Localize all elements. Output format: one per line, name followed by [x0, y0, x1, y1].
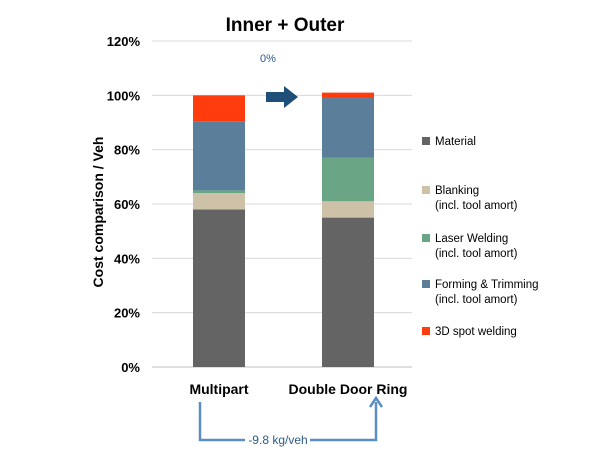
- x-tick-labels: Multipart Double Door Ring: [189, 381, 407, 397]
- legend-swatch: [422, 234, 430, 242]
- legend-label: Blanking (incl. tool amort): [435, 185, 518, 212]
- legend-label: Forming & Trimming (incl. tool amort): [435, 279, 539, 306]
- bar-segment: [322, 217, 374, 367]
- y-tick-label: 60%: [114, 197, 140, 212]
- x-tick-label: Multipart: [189, 381, 248, 397]
- y-tick-label: 100%: [107, 88, 141, 103]
- chart-title: Inner + Outer: [226, 15, 345, 36]
- y-tick-label: 0%: [121, 360, 140, 375]
- legend-swatch: [422, 327, 430, 335]
- legend-label: Laser Welding (incl. tool amort): [435, 233, 518, 260]
- y-tick-labels: 0% 20% 40% 60% 80% 100% 120%: [107, 34, 141, 375]
- bar-segment: [193, 121, 245, 191]
- legend-swatch: [422, 137, 430, 145]
- weight-annotation: -9.8 kg/veh: [248, 433, 307, 447]
- bar-segment: [193, 193, 245, 210]
- bar-segment: [193, 95, 245, 122]
- legend-label: Material: [435, 136, 476, 148]
- legend-swatch: [422, 186, 430, 194]
- bar-segment: [322, 157, 374, 202]
- legend-label: 3D spot welding: [435, 326, 517, 338]
- up-arrow-icon: [368, 395, 384, 408]
- y-axis-label: Cost comparison / Veh: [90, 137, 106, 288]
- weight-connector-line: [198, 402, 378, 442]
- bar-stacks: [193, 92, 374, 367]
- bar-segment: [322, 98, 374, 158]
- bar-segment: [322, 201, 374, 218]
- bar-segment: [322, 92, 374, 99]
- bar-segment: [193, 209, 245, 367]
- right-arrow-icon: [266, 86, 298, 108]
- legend-swatch: [422, 280, 430, 288]
- x-tick-label: Double Door Ring: [289, 381, 408, 397]
- bar-segment: [193, 190, 245, 194]
- delta-annotation: 0%: [260, 53, 276, 65]
- y-tick-label: 80%: [114, 143, 140, 158]
- y-tick-label: 40%: [114, 251, 140, 266]
- y-tick-label: 120%: [107, 34, 141, 49]
- legend: Material Blanking (incl. tool amort) Laser …: [422, 136, 539, 338]
- y-tick-label: 20%: [114, 306, 140, 321]
